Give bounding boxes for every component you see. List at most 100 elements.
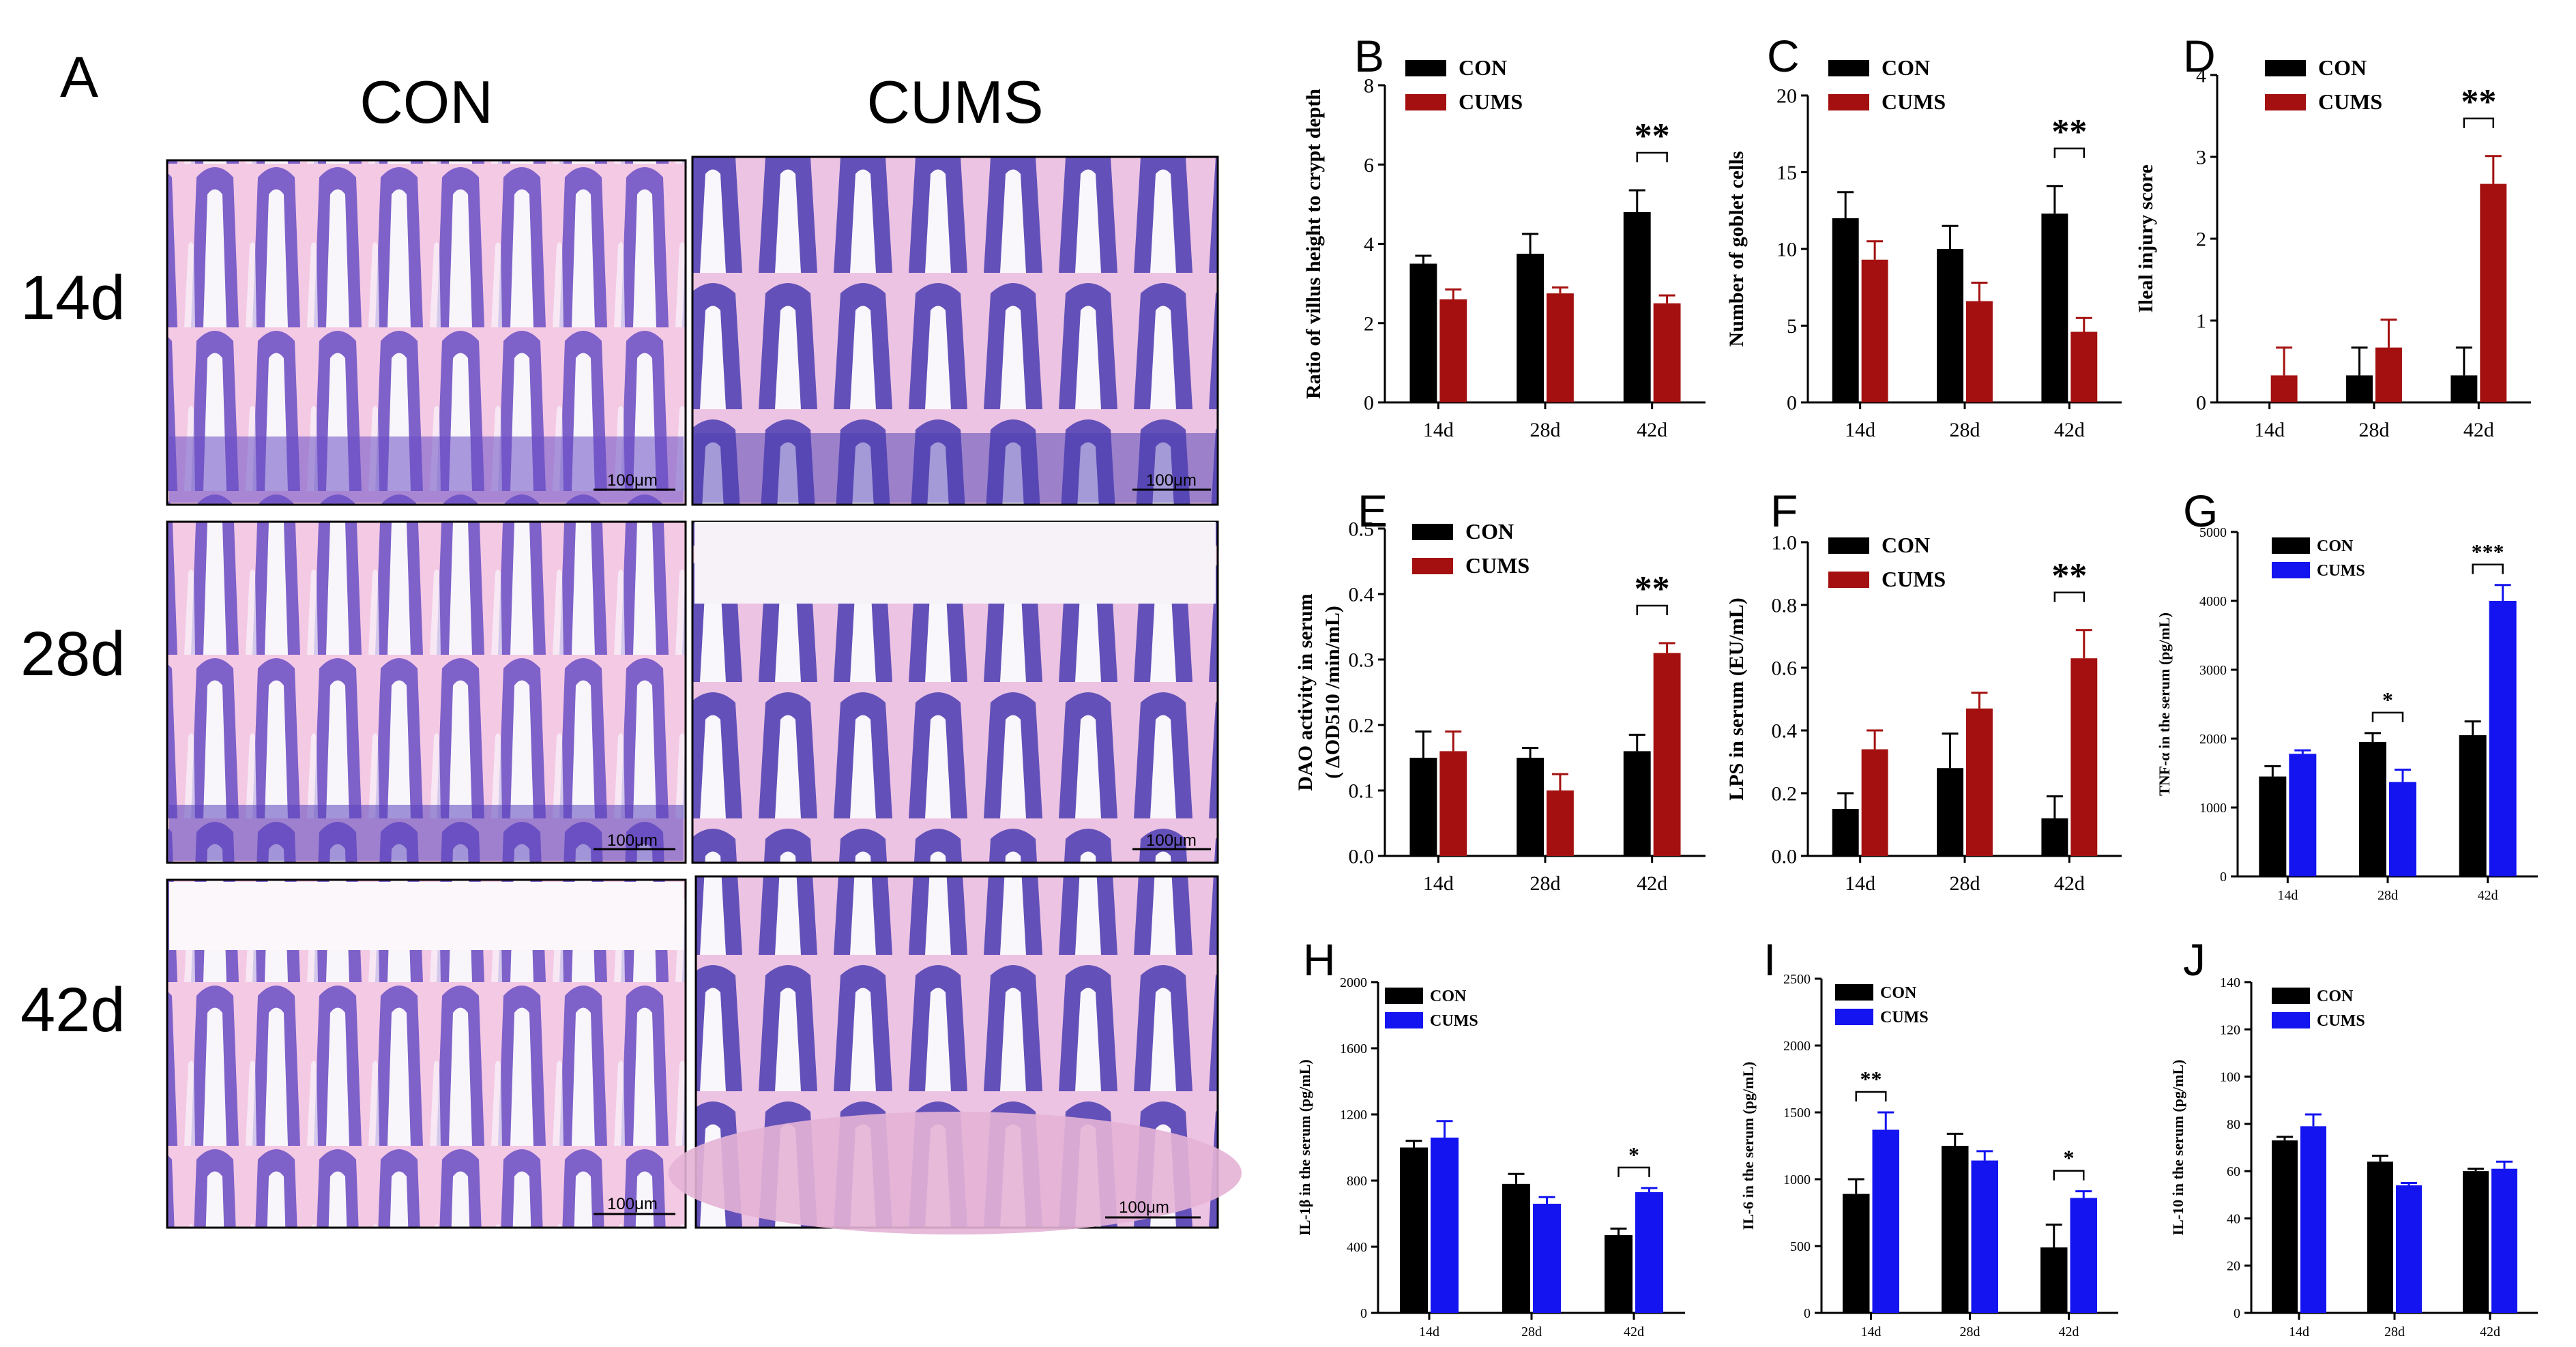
y-tick-label: 3000 xyxy=(2199,663,2227,678)
chart-B: B 0 2 4 6 8 Ratio of villus height to crypt de… xyxy=(1302,31,1706,441)
scale-bar-label: 100μm xyxy=(607,831,658,850)
bar-cums-42d xyxy=(2491,1168,2517,1313)
significance-bracket xyxy=(2463,117,2495,128)
bar-cums-42d xyxy=(1653,303,1681,402)
significance-bracket xyxy=(2371,711,2404,722)
significance-marker: ** xyxy=(2051,113,2087,151)
y-axis-label-units: ( ΔOD510 /min/mL) xyxy=(1321,606,1344,779)
bar-cums-14d xyxy=(1861,259,1888,402)
significance-marker: * xyxy=(2064,1146,2075,1170)
legend-label-cums: CUMS xyxy=(2317,562,2365,580)
legend-swatch-con xyxy=(2265,60,2306,76)
bar-con-28d xyxy=(1517,758,1544,856)
y-tick-label: 800 xyxy=(1347,1174,1367,1189)
x-tick-label: 42d xyxy=(1637,419,1667,441)
bar-cums-14d xyxy=(1872,1129,1899,1313)
micrograph-cums-14d: 100μm xyxy=(691,156,1219,506)
y-tick-label: 0.0 xyxy=(1772,846,1798,868)
x-tick-label: 28d xyxy=(2359,419,2390,441)
y-tick-label: 20 xyxy=(1776,85,1797,108)
bar-cums-42d xyxy=(2480,183,2507,402)
x-tick-label: 14d xyxy=(1423,872,1454,895)
bar-con-14d xyxy=(1409,263,1437,402)
x-tick-label: 42d xyxy=(2478,888,2498,903)
y-tick-label: 0.4 xyxy=(1349,584,1375,606)
legend-swatch-con xyxy=(2272,537,2310,554)
y-axis-label: DAO activity in serum xyxy=(1294,593,1317,790)
legend-label-cums: CUMS xyxy=(1430,1012,1478,1030)
bar-con-28d xyxy=(1502,1183,1530,1313)
bar-con-42d xyxy=(1623,212,1651,402)
y-tick-label: 0 xyxy=(2220,870,2227,885)
panel-label-D: D xyxy=(2183,31,2216,81)
panel-label-G: G xyxy=(2183,486,2218,536)
bar-cums-28d xyxy=(2396,1185,2422,1313)
y-tick-label: 140 xyxy=(2220,975,2240,990)
y-tick-label: 1000 xyxy=(2199,801,2227,816)
x-tick-label: 28d xyxy=(1530,872,1561,895)
y-tick-label: 2000 xyxy=(1783,1039,1811,1054)
legend-swatch-cums xyxy=(1385,1012,1423,1028)
bar-con-14d xyxy=(1400,1147,1428,1313)
significance-marker: ** xyxy=(2461,83,2496,121)
bar-con-14d xyxy=(1832,809,1859,856)
y-tick-label: 2500 xyxy=(1783,972,1811,987)
bar-cums-14d xyxy=(2289,754,2317,876)
panel-label-C: C xyxy=(1767,31,1800,81)
x-tick-label: 42d xyxy=(1637,872,1667,895)
bar-cums-14d xyxy=(1439,299,1467,402)
y-tick-label: 0.3 xyxy=(1349,649,1375,672)
bar-cums-14d xyxy=(1861,749,1888,856)
significance-bracket xyxy=(1636,151,1668,163)
scale-bar-label: 100μm xyxy=(607,471,658,490)
bar-cums-28d xyxy=(1971,1160,1998,1313)
y-tick-label: 4 xyxy=(1364,233,1374,256)
y-tick-label: 5 xyxy=(1787,315,1797,338)
y-axis-label: TNF-α in the serum (pg/mL) xyxy=(2156,612,2173,796)
significance-marker: * xyxy=(2382,687,2393,712)
bar-cums-42d xyxy=(1635,1191,1663,1313)
bar-con-42d xyxy=(1605,1235,1633,1313)
bar-con-28d xyxy=(1937,768,1963,856)
legend-label-con: CON xyxy=(2317,988,2354,1005)
legend-swatch-con xyxy=(2272,988,2310,1004)
micrograph-con-42d: 100μm xyxy=(166,878,687,1229)
micrograph-con-28d: 100μm xyxy=(166,520,687,864)
row-label-28d: 28d xyxy=(20,619,126,689)
significance-bracket xyxy=(2053,147,2085,158)
legend-label-con: CON xyxy=(1882,533,1930,557)
y-tick-label: 0 xyxy=(1804,1306,1811,1321)
chart-C: C 0 5 10 15 20 Number of goblet cells 14d 28d 42d… xyxy=(1725,31,2122,441)
legend-label-con: CON xyxy=(1880,984,1917,1002)
significance-marker: ** xyxy=(2051,557,2087,595)
bar-con-28d xyxy=(1942,1146,1969,1313)
legend-label-con: CON xyxy=(1465,519,1514,544)
x-tick-label: 42d xyxy=(2059,1324,2079,1339)
legend-swatch-cums xyxy=(2265,94,2306,110)
y-axis-label: IL-10 in the serum (pg/mL) xyxy=(2169,1060,2186,1236)
legend-swatch-con xyxy=(1405,60,1446,76)
bar-con-28d xyxy=(2367,1161,2393,1313)
legend-label-cums: CUMS xyxy=(2317,1012,2365,1030)
y-tick-label: 0.2 xyxy=(1349,715,1375,737)
y-tick-label: 8 xyxy=(1364,75,1374,98)
chart-F: F 0.0 0.2 0.4 0.6 0.8 1.0 LPS in serum (EU/mL) 1… xyxy=(1725,486,2122,895)
y-tick-label: 60 xyxy=(2227,1164,2240,1179)
legend-swatch-cums xyxy=(1412,558,1453,574)
chart-I: I 0 500 1000 1500 2000 2500 IL-6 in the serum (… xyxy=(1740,934,2118,1339)
y-tick-label: 20 xyxy=(2227,1259,2240,1274)
panel-label-F: F xyxy=(1770,486,1798,536)
y-tick-label: 0.8 xyxy=(1772,595,1798,617)
histology-panel: A CON CUMS 14d 28d 42d 100μm 100μm 100μm xyxy=(20,45,1242,1234)
significance-bracket xyxy=(1618,1166,1650,1177)
bar-con-42d xyxy=(2463,1171,2489,1313)
y-tick-label: 1600 xyxy=(1340,1041,1367,1056)
significance-bracket xyxy=(2472,563,2504,574)
legend-label-cums: CUMS xyxy=(1459,89,1523,114)
scale-bar-label: 100μm xyxy=(1146,831,1197,850)
row-label-42d: 42d xyxy=(20,975,126,1045)
bar-cums-28d xyxy=(1547,790,1574,856)
chart-G: G 0 1000 2000 3000 4000 5000 TNF-α in the serum… xyxy=(2156,486,2538,903)
bar-con-14d xyxy=(1409,758,1437,856)
